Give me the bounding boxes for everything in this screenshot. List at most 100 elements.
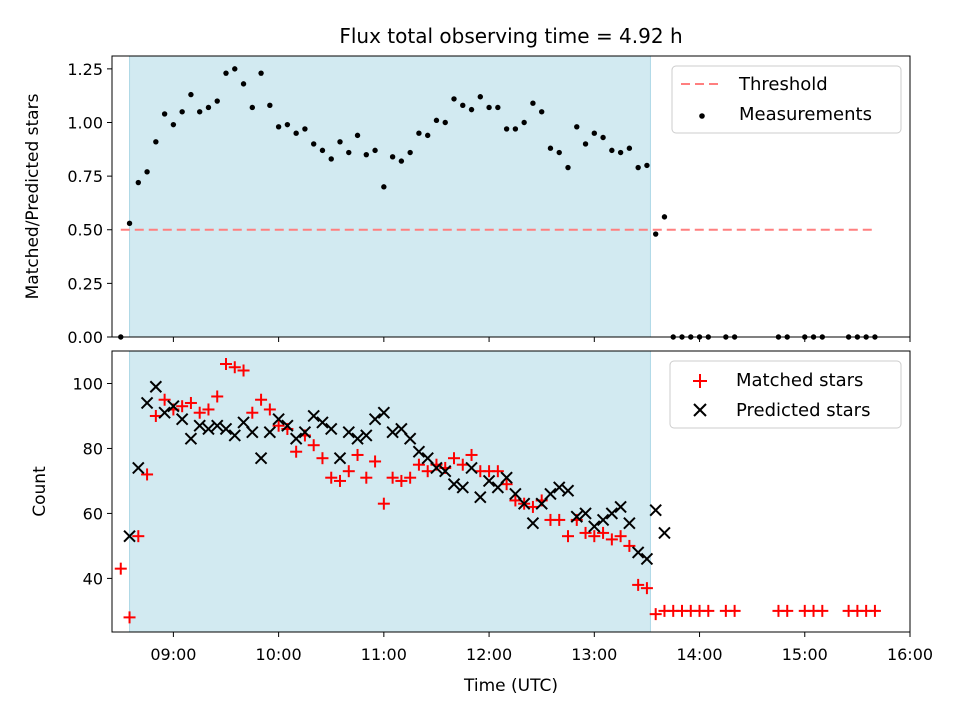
matched-star-point — [728, 604, 741, 617]
matched-star-point — [132, 530, 145, 543]
measurement-point — [556, 149, 562, 156]
measurement-point — [468, 106, 475, 113]
predicted-star-point — [421, 451, 434, 465]
predicted-star-point — [631, 546, 645, 559]
measurement-point — [240, 81, 247, 87]
count-x-tick-label: 11:00 — [361, 645, 407, 664]
measurement-point — [538, 109, 545, 115]
matched-star-point — [386, 471, 399, 484]
predicted-star-point — [167, 400, 180, 413]
ratio-y-tick-label: 1.25 — [67, 60, 103, 79]
predicted-star-point — [474, 490, 487, 504]
count-plot-frame — [111, 350, 911, 633]
predicted-star-point — [553, 481, 566, 494]
measurement-point — [205, 104, 212, 111]
predicted-star-point — [298, 426, 312, 439]
predicted-star-point — [368, 413, 382, 426]
matched-star-point — [307, 439, 320, 452]
measurement-point — [126, 220, 133, 227]
predicted-star-point — [289, 432, 303, 445]
measurement-point — [600, 134, 606, 141]
measurement-point — [310, 141, 317, 147]
predicted-star-point — [351, 432, 364, 445]
matched-star-point — [316, 452, 329, 465]
measurement-point — [582, 141, 589, 147]
matched-star-point — [614, 530, 627, 543]
measurement-point — [512, 126, 519, 132]
measurement-point — [530, 100, 536, 106]
measurement-point — [223, 70, 229, 76]
count-x-axis-ticks: 09:00 10:00 11:00 12:00 13:00 14:00 15:00 16:00 — [150, 632, 933, 664]
observing-window-shade — [129, 55, 651, 338]
matched-star-point — [579, 526, 592, 539]
count-x-tick-label: 12:00 — [466, 645, 512, 664]
measurement-point — [495, 104, 501, 111]
matched-star-point — [342, 465, 355, 478]
predicted-star-point — [649, 503, 662, 517]
ratio-y-tick-label: 0.25 — [67, 274, 103, 293]
matched-star-point — [412, 458, 425, 471]
measurement-point — [337, 139, 343, 145]
matched-star-point — [176, 400, 189, 413]
legend-threshold-label: Threshold — [738, 74, 828, 95]
measurement-point — [565, 164, 571, 171]
matched-star-point — [509, 494, 522, 507]
measurement-point — [652, 231, 659, 237]
count-x-tick-label: 15:00 — [782, 645, 828, 664]
predicted-star-point — [211, 419, 224, 432]
predicted-star-point — [158, 406, 171, 419]
predicted-star-point — [140, 396, 154, 410]
predicted-star-point — [360, 429, 373, 442]
predicted-star-point — [447, 477, 461, 491]
measurement-point — [161, 111, 168, 117]
predicted-star-point — [544, 487, 557, 501]
count-y-axis-ticks: 40 60 80 100 — [72, 374, 112, 588]
predicted-star-point — [246, 426, 259, 439]
matched-star-point — [623, 539, 636, 552]
predicted-star-point — [640, 552, 654, 566]
predicted-star-point — [439, 464, 452, 478]
measurement-point — [407, 149, 413, 156]
predicted-stars-points — [123, 380, 671, 566]
predicted-star-point — [605, 507, 619, 520]
predicted-star-point — [333, 451, 347, 465]
predicted-star-point — [132, 461, 145, 475]
predicted-star-point — [175, 413, 189, 426]
predicted-star-point — [517, 497, 531, 510]
matched-star-point — [149, 409, 162, 422]
predicted-star-point — [254, 451, 268, 465]
count-x-tick-label: 09:00 — [150, 645, 196, 664]
predicted-star-point — [509, 487, 522, 501]
predicted-star-point — [193, 419, 206, 432]
predicted-star-point — [412, 445, 426, 458]
measurement-point — [661, 214, 668, 220]
predicted-star-point — [588, 520, 601, 533]
legend-measurements-label: Measurements — [739, 104, 872, 125]
matched-star-point — [255, 393, 268, 406]
count-x-tick-label: 14:00 — [676, 645, 722, 664]
measurement-point — [547, 145, 554, 151]
count-y-tick-label: 80 — [83, 439, 103, 458]
predicted-star-point — [561, 484, 575, 497]
count-y-tick-label: 40 — [83, 569, 103, 588]
predicted-star-point — [465, 461, 478, 475]
measurement-point — [293, 130, 299, 136]
matched-star-point — [526, 500, 539, 513]
predicted-star-point — [149, 380, 163, 393]
ratio-panel: 0.00 0.25 0.50 0.75 1.00 1.25 Matched/Predict… — [23, 55, 911, 347]
matched-star-point — [360, 471, 373, 484]
measurement-point — [442, 119, 448, 126]
predicted-star-point — [482, 474, 496, 488]
predicted-star-point — [526, 516, 540, 530]
matched-star-point — [272, 419, 285, 432]
matched-star-point — [141, 468, 154, 481]
predicted-star-point — [272, 413, 285, 426]
count-x-tick-label: 10:00 — [256, 645, 302, 664]
measurement-point — [477, 94, 484, 100]
measurement-point — [460, 102, 466, 109]
ratio-y-axis-ticks: 0.00 0.25 0.50 0.75 1.00 1.25 — [67, 60, 112, 347]
measurement-point — [284, 121, 291, 128]
measurement-point — [249, 104, 256, 111]
matched-star-point — [868, 604, 881, 617]
ratio-y-tick-label: 0.75 — [67, 167, 103, 186]
